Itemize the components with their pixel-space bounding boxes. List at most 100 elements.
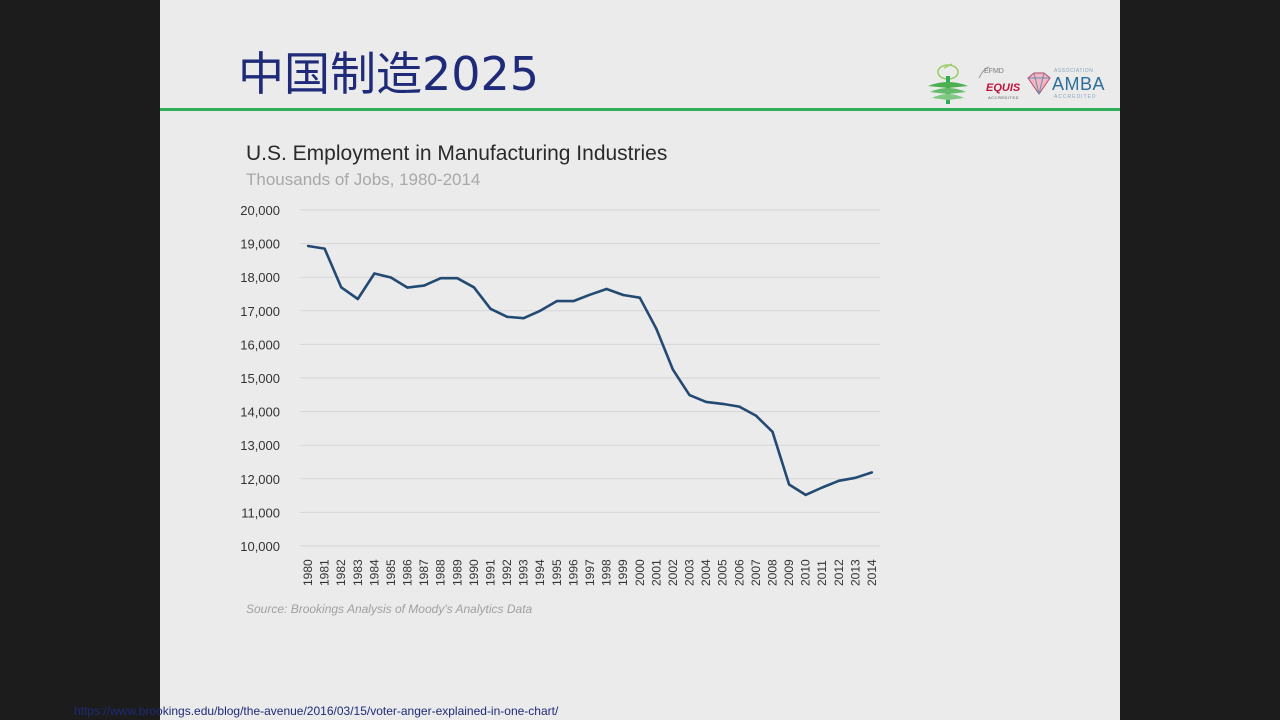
data-point <box>539 309 542 312</box>
chart-plot-area <box>306 244 874 497</box>
x-tick-label: 2008 <box>765 559 779 586</box>
data-point <box>489 307 492 310</box>
data-point <box>472 286 476 289</box>
data-point <box>787 483 791 486</box>
data-point <box>522 316 525 320</box>
x-tick-label: 2010 <box>799 559 813 586</box>
equis-logo: EFMD EQUIS ACCREDITED <box>978 66 1024 102</box>
data-point <box>638 296 641 299</box>
y-tick-label: 19,000 <box>240 237 280 252</box>
data-point <box>456 277 459 280</box>
x-tick-label: 1982 <box>334 559 348 586</box>
x-tick-label: 1997 <box>583 559 597 586</box>
data-point <box>373 272 376 275</box>
x-tick-label: 2012 <box>832 559 846 586</box>
amba-logo: ASSOCIATION AMBA ACCREDITED <box>1026 68 1106 102</box>
data-point <box>704 400 708 404</box>
equis-sub-text: ACCREDITED <box>988 95 1020 100</box>
x-tick-label: 1980 <box>301 559 315 586</box>
amba-main-text: AMBA <box>1052 74 1106 94</box>
data-point <box>605 287 608 291</box>
chart-title: U.S. Employment in Manufacturing Industr… <box>246 142 668 165</box>
x-tick-label: 1985 <box>384 559 398 586</box>
y-tick-label: 16,000 <box>240 337 280 352</box>
title-divider <box>160 108 1120 111</box>
x-tick-label: 1998 <box>600 559 614 586</box>
data-point <box>655 327 658 331</box>
x-tick-label: 1999 <box>616 559 630 586</box>
series-line <box>307 244 873 497</box>
slide-title: 中国制造2025 <box>238 47 540 101</box>
x-tick-label: 2004 <box>699 559 713 586</box>
x-tick-label: 1995 <box>550 559 564 586</box>
x-tick-label: 2002 <box>666 559 680 586</box>
data-point <box>505 315 509 319</box>
data-point <box>572 299 575 303</box>
x-tick-label: 1996 <box>566 559 580 586</box>
data-point <box>439 277 442 280</box>
chart-source: Source: Brookings Analysis of Moody's An… <box>246 602 533 616</box>
x-tick-label: 2009 <box>782 559 796 586</box>
x-tick-label: 1987 <box>417 559 431 586</box>
equis-top-text: EFMD <box>984 68 1004 75</box>
data-point <box>555 299 559 303</box>
data-point <box>738 405 741 408</box>
x-tick-label: 1981 <box>318 559 332 586</box>
x-tick-label: 2005 <box>716 559 730 586</box>
logos: EFMD EQUIS ACCREDITED ASSOCIATION AMBA A… <box>920 58 1110 108</box>
y-axis: 10,000 11,000 12,000 13,000 14,000 15,000 16,0… <box>240 203 280 554</box>
data-point <box>588 293 592 296</box>
x-tick-label: 1992 <box>500 559 514 586</box>
x-tick-label: 1988 <box>434 559 448 586</box>
x-tick-label: 1994 <box>533 559 547 586</box>
data-point <box>754 414 758 417</box>
y-tick-label: 10,000 <box>240 539 280 554</box>
x-tick-label: 1989 <box>450 559 464 586</box>
data-point <box>389 276 393 279</box>
data-point <box>406 286 409 289</box>
data-point <box>821 486 824 489</box>
x-tick-label: 2014 <box>865 559 879 586</box>
tree-logo-icon <box>928 63 968 104</box>
data-point <box>870 471 874 474</box>
data-point <box>621 293 625 297</box>
y-tick-label: 13,000 <box>240 438 280 453</box>
x-tick-label: 1984 <box>367 559 381 586</box>
y-tick-label: 11,000 <box>241 505 280 520</box>
chart-subtitle: Thousands of Jobs, 1980-2014 <box>246 170 481 189</box>
line-chart: 10,000 11,000 12,000 13,000 14,000 15,000 16,0… <box>240 203 880 586</box>
amba-assoc-text: ASSOCIATION <box>1054 68 1094 74</box>
data-point <box>721 402 724 406</box>
y-tick-label: 12,000 <box>240 472 280 487</box>
chart-grid <box>300 209 880 547</box>
x-tick-label: 2000 <box>633 559 647 586</box>
x-tick-label: 2006 <box>732 559 746 586</box>
x-tick-label: 2007 <box>749 559 763 586</box>
data-point <box>339 286 343 289</box>
amba-gem-icon <box>1027 72 1051 95</box>
x-tick-label: 1983 <box>351 559 365 586</box>
data-point <box>422 284 426 287</box>
x-tick-label: 1991 <box>483 559 497 586</box>
x-axis: 1980 1981 1982 1983 1984 1985 1986 1987 1988 1989… <box>301 559 879 586</box>
data-point <box>356 297 359 301</box>
x-tick-label: 1993 <box>517 559 531 586</box>
y-tick-label: 18,000 <box>240 270 280 285</box>
y-tick-label: 20,000 <box>240 203 280 218</box>
x-tick-label: 1990 <box>467 559 481 586</box>
y-tick-label: 17,000 <box>240 304 280 319</box>
data-point <box>854 476 857 479</box>
data-point <box>804 493 807 497</box>
source-url-link[interactable]: https://www.brookings.edu/blog/the-avenu… <box>74 704 559 718</box>
x-tick-label: 2013 <box>848 559 862 586</box>
data-point <box>323 247 326 250</box>
slide: 中国制造2025 EFMD EQUIS ACCREDITED ASSOCIATI… <box>160 0 1120 720</box>
x-tick-label: 1986 <box>401 559 415 586</box>
equis-main-text: EQUIS <box>986 82 1021 94</box>
x-tick-label: 2003 <box>683 559 697 586</box>
data-point <box>837 479 841 483</box>
y-tick-label: 14,000 <box>240 405 280 420</box>
data-point <box>688 393 691 397</box>
amba-acc-text: ACCREDITED <box>1054 94 1097 100</box>
y-tick-label: 15,000 <box>240 371 280 386</box>
